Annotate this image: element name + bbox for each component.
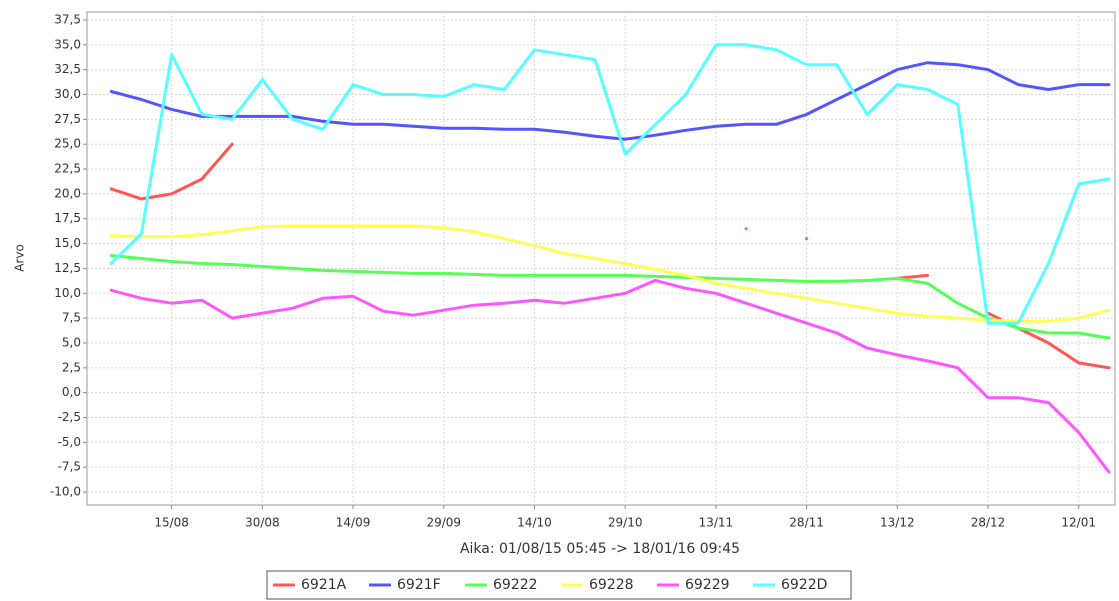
x-tick-label: 14/09 (336, 516, 371, 530)
x-tick-label: 15/08 (154, 516, 189, 530)
y-tick-label: 0,0 (62, 385, 81, 399)
y-tick-label: -5,0 (58, 435, 81, 449)
y-tick-label: 37,5 (54, 12, 81, 26)
y-tick-label: 27,5 (54, 112, 81, 126)
legend-label: 6921A (301, 577, 347, 593)
x-tick-label: 12/01 (1061, 516, 1096, 530)
y-tick-label: 20,0 (54, 186, 81, 200)
series-line (109, 224, 1111, 323)
y-tick-label: 15,0 (54, 236, 81, 250)
x-tick-label: 13/11 (699, 516, 734, 530)
y-tick-label: 32,5 (54, 62, 81, 76)
series-line (109, 142, 1111, 370)
x-tick-label: 28/12 (971, 516, 1006, 530)
legend: 6921A 6921F 69222 69228 69229 6922D (266, 570, 852, 600)
y-tick-label: 10,0 (54, 286, 81, 300)
y-tick-label: 35,0 (54, 37, 81, 51)
x-axis-title: Aika: 01/08/15 05:45 -> 18/01/16 09:45 (460, 541, 740, 557)
legend-label: 6921F (397, 577, 441, 593)
series-line (109, 254, 1111, 340)
x-tick-label: 30/08 (245, 516, 280, 530)
x-tick-label: 28/11 (789, 516, 824, 530)
y-tick-label: -10,0 (50, 485, 81, 499)
y-axis-title: Arvo (13, 244, 27, 272)
y-tick-label: -2,5 (58, 410, 81, 424)
x-tick-label: 29/09 (426, 516, 461, 530)
series-line (109, 278, 1111, 474)
series-line (109, 61, 1111, 141)
legend-label: 69229 (685, 577, 730, 593)
y-tick-label: 5,0 (62, 335, 81, 349)
y-tick-label: 17,5 (54, 211, 81, 225)
y-tick-label: 12,5 (54, 261, 81, 275)
y-tick-label: 2,5 (62, 360, 81, 374)
y-tick-label: 25,0 (54, 137, 81, 151)
x-tick-label: 13/12 (880, 516, 915, 530)
x-tick-label: 14/10 (517, 516, 552, 530)
y-tick-label: -7,5 (58, 460, 81, 474)
y-tick-label: 7,5 (62, 311, 81, 325)
y-tick-label: 30,0 (54, 87, 81, 101)
legend-label: 69228 (589, 577, 634, 593)
y-tick-label: 22,5 (54, 162, 81, 176)
series-line (109, 43, 1111, 325)
legend-label: 6922D (781, 577, 827, 593)
series-lines (109, 43, 1111, 474)
legend-label: 69222 (493, 577, 538, 593)
x-tick-label: 29/10 (608, 516, 643, 530)
